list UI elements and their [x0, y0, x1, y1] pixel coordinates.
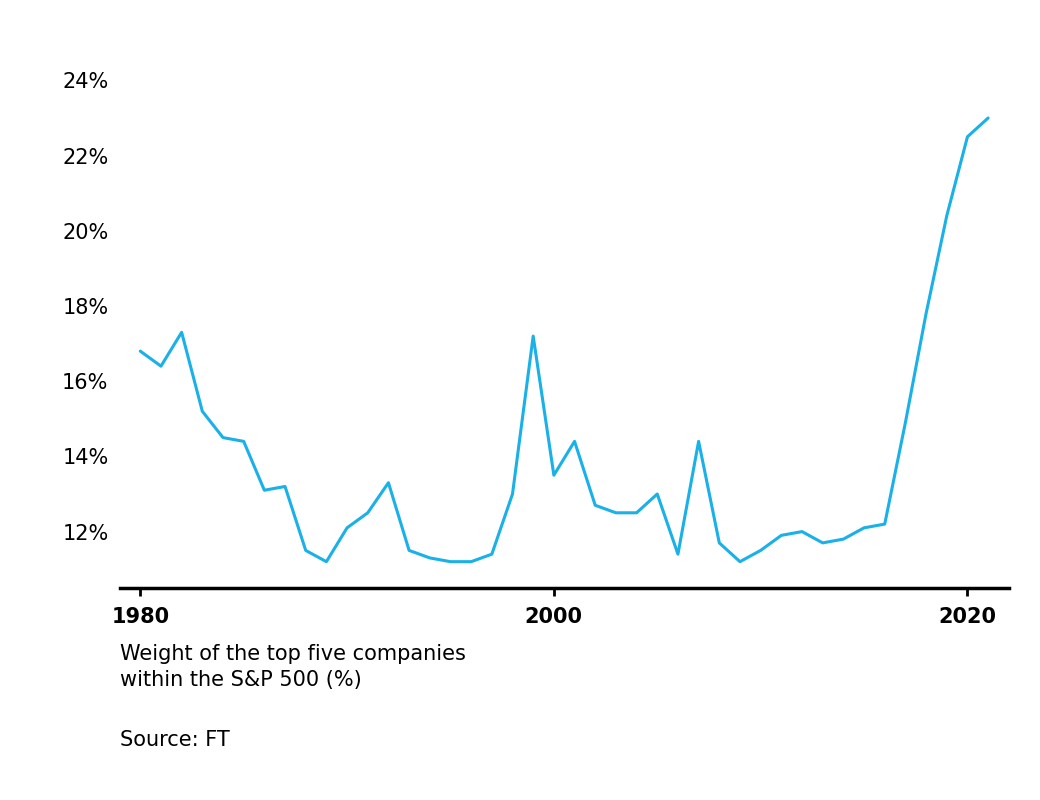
- Text: Weight of the top five companies
within the S&P 500 (%): Weight of the top five companies within …: [120, 644, 466, 690]
- Text: Source: FT: Source: FT: [120, 730, 230, 750]
